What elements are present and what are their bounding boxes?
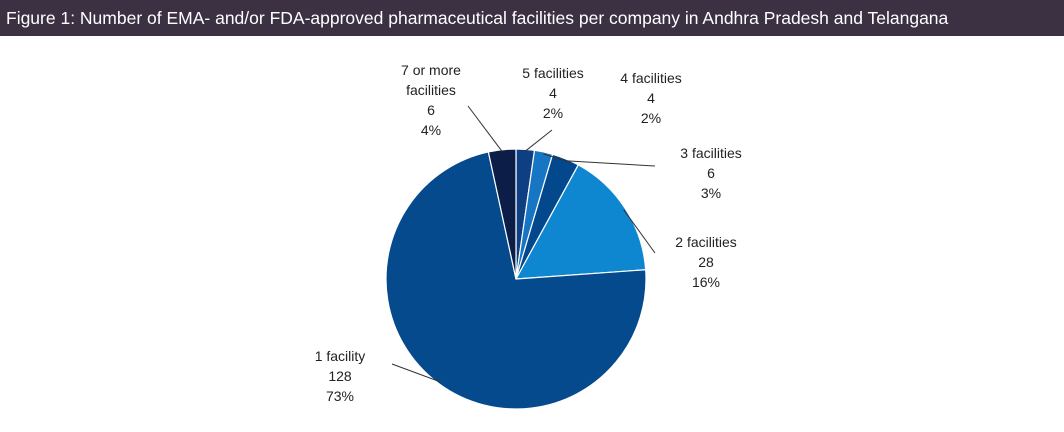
slice-5-category-label: facilities xyxy=(406,82,456,98)
slice-4-category-label: 1 facility xyxy=(315,348,366,364)
leader-line-5 xyxy=(467,105,503,153)
slice-0-value-label: 4 xyxy=(549,85,557,101)
slice-3-percent-label: 16% xyxy=(692,274,720,290)
pie-slice-5 xyxy=(487,148,517,280)
slice-2-category-label: 3 facilities xyxy=(680,145,741,161)
slice-1-percent-label: 2% xyxy=(641,110,661,126)
slice-2-percent-label: 3% xyxy=(701,185,721,201)
slice-0-percent-label: 2% xyxy=(543,105,563,121)
slice-4-percent-label: 73% xyxy=(326,388,354,404)
slice-1-value-label: 4 xyxy=(647,90,655,106)
figure-title: Figure 1: Number of EMA- and/or FDA-appr… xyxy=(0,0,1064,36)
slice-3-category-label: 2 facilities xyxy=(675,234,736,250)
slice-labels: 5 facilities 4 2% 4 facilities 4 2% 3 faciliti… xyxy=(315,62,742,404)
leader-line-3 xyxy=(623,209,656,254)
pie-slice-4 xyxy=(385,151,647,410)
slice-5-value-label: 6 xyxy=(427,102,435,118)
pie-slice-3 xyxy=(514,164,647,280)
slice-5-category-label: 7 or more xyxy=(401,62,461,78)
slice-5-percent-label: 4% xyxy=(421,122,441,138)
pie-slices xyxy=(385,148,647,410)
slice-0-category-label: 5 facilities xyxy=(522,65,583,81)
leader-line-0 xyxy=(524,129,553,152)
leader-line-4 xyxy=(391,363,440,382)
slice-1-category-label: 4 facilities xyxy=(620,70,681,86)
leader-line-2 xyxy=(564,160,656,167)
slice-2-value-label: 6 xyxy=(707,165,715,181)
slice-3-value-label: 28 xyxy=(698,254,714,270)
leader-lines xyxy=(391,105,656,382)
slice-4-value-label: 128 xyxy=(328,368,352,384)
